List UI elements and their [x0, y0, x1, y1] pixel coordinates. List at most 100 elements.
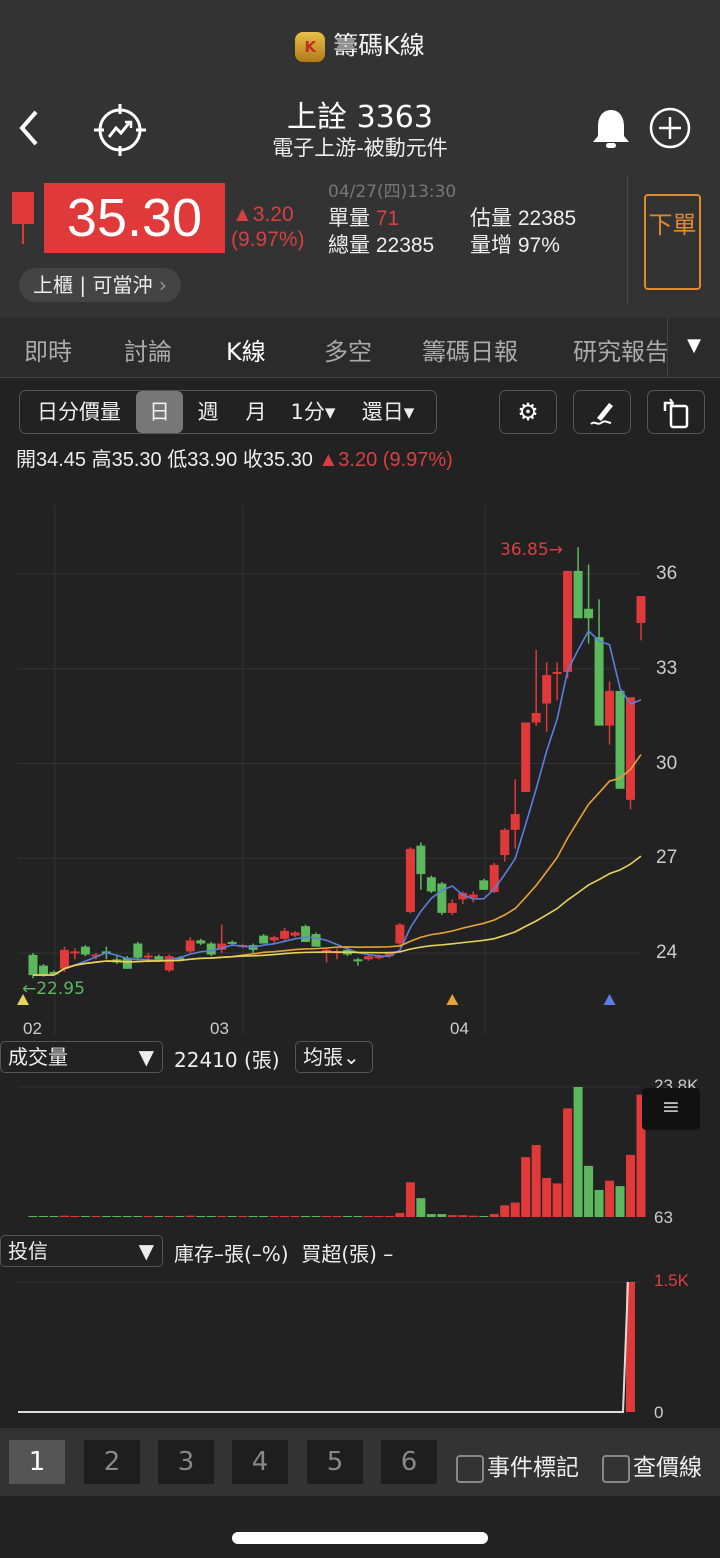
candle-body: [59, 949, 69, 969]
min-price-label: ←22.95: [22, 979, 85, 999]
candle-body: [322, 949, 332, 952]
page-button-6[interactable]: 6: [381, 1440, 437, 1484]
market-tag-button[interactable]: 上櫃 | 可當沖 ›: [19, 268, 181, 302]
price-line-checkbox[interactable]: 查價線: [602, 1448, 702, 1483]
candle-body: [563, 570, 573, 672]
candle-body: [384, 953, 394, 957]
event-mark-checkbox[interactable]: 事件標記: [456, 1448, 579, 1483]
single-vol: 71: [375, 207, 400, 230]
x-tick: 03: [210, 1019, 229, 1038]
app-title: K 籌碼K線: [0, 26, 720, 62]
candle-body: [122, 957, 132, 969]
tab-bull-bear[interactable]: 多空: [324, 338, 372, 366]
volume-bar: [531, 1145, 541, 1217]
volume-bar: [80, 1216, 90, 1217]
resize-handle-icon[interactable]: ≡: [642, 1088, 700, 1130]
tab-kline[interactable]: K線: [226, 338, 266, 366]
volume-min-label: 63: [654, 1208, 673, 1227]
tab-chip-daily[interactable]: 籌碼日報: [422, 338, 518, 366]
draw-button[interactable]: [573, 390, 631, 434]
app-title-text: 籌碼K線: [333, 31, 425, 60]
candle-body: [164, 956, 174, 971]
volume-bar: [563, 1108, 573, 1217]
rotate-button[interactable]: [647, 390, 705, 434]
volume-bar: [552, 1183, 562, 1217]
home-indicator[interactable]: [232, 1532, 488, 1544]
est-vol: 22385: [517, 207, 577, 230]
candle-body: [552, 671, 562, 674]
volume-bar: [143, 1216, 153, 1217]
period-month[interactable]: 月: [245, 400, 267, 424]
page-button-1[interactable]: 1: [9, 1440, 65, 1484]
trust-max-label: 1.5K: [654, 1271, 689, 1290]
period-week[interactable]: 週: [197, 400, 219, 424]
candle-body: [542, 675, 552, 704]
candle-body: [206, 943, 216, 955]
candle-body: [531, 712, 541, 723]
candle-body: [49, 971, 59, 975]
mini-candle-icon: [12, 192, 34, 244]
avg-unit-button[interactable]: 均張⌄: [295, 1041, 373, 1073]
period-day[interactable]: 日: [136, 391, 183, 433]
volume-bar: [573, 1087, 583, 1217]
page-button-3[interactable]: 3: [158, 1440, 214, 1484]
page-button-5[interactable]: 5: [307, 1440, 363, 1484]
add-circle-icon[interactable]: [648, 106, 692, 150]
volume-bar: [280, 1216, 290, 1217]
volume-bar: [122, 1216, 132, 1217]
volume-bar: [238, 1216, 248, 1217]
settings-button[interactable]: ⚙: [499, 390, 557, 434]
high-value: 高35.30: [91, 449, 162, 471]
volume-bar: [437, 1214, 447, 1217]
volume-bar: [59, 1215, 69, 1217]
volume-bar: [70, 1216, 80, 1217]
candle-body: [91, 954, 101, 957]
candle-body: [185, 940, 195, 952]
page-button-2[interactable]: 2: [84, 1440, 140, 1484]
tab-realtime[interactable]: 即時: [24, 338, 72, 366]
period-minute[interactable]: 1分▾: [290, 400, 336, 424]
volume-bar: [584, 1165, 594, 1217]
order-button[interactable]: 下單: [644, 194, 701, 290]
rotate-screen-icon: [663, 398, 689, 429]
event-marker-icon: [446, 994, 459, 1005]
candle-body: [280, 930, 290, 939]
bottom-toolbar: 1 2 3 4 5 6 事件標記 查價線: [0, 1428, 720, 1496]
candle-body: [259, 935, 269, 944]
tab-bar: 即時 討論 K線 多空 籌碼日報 研究報告 ▼: [0, 318, 720, 378]
industry: 電子上游-被動元件: [272, 136, 448, 160]
x-tick: 02: [23, 1019, 42, 1038]
candle-body: [227, 941, 237, 944]
back-icon[interactable]: [14, 108, 44, 148]
indicator-select-trust[interactable]: 投信 ▼: [0, 1235, 163, 1267]
y-tick: 24: [656, 942, 678, 963]
candle-body: [28, 954, 38, 976]
tab-research[interactable]: 研究報告: [573, 338, 667, 366]
candlestick-chart[interactable]: [0, 490, 720, 1040]
close-value: 收35.30: [242, 449, 313, 471]
price-adjust[interactable]: 還日▾: [361, 400, 415, 424]
divider: [627, 176, 628, 304]
candle-body: [594, 637, 604, 726]
candle-body: [437, 883, 447, 913]
bell-icon[interactable]: [590, 106, 632, 150]
indicator-select-volume[interactable]: 成交量 ▼: [0, 1041, 163, 1073]
tabs-more-icon[interactable]: ▼: [667, 318, 720, 377]
indicator-label: 成交量: [8, 1045, 68, 1069]
candle-body: [301, 926, 311, 942]
volume-bar: [227, 1216, 237, 1217]
trend-target-icon[interactable]: [94, 104, 146, 156]
candle-body: [626, 697, 636, 800]
indicator-label: 投信: [8, 1239, 48, 1263]
trust-info: 庫存–張(–%) 買超(張) –: [174, 1242, 394, 1266]
volume-bar: [133, 1215, 143, 1217]
candle-body: [584, 608, 594, 619]
page-button-4[interactable]: 4: [232, 1440, 288, 1484]
ohlc-change: ▲3.20 (9.97%): [318, 449, 453, 471]
period-intraday[interactable]: 日分價量: [37, 400, 121, 424]
volume-bar: [521, 1157, 531, 1217]
candle-body: [353, 959, 363, 962]
tab-discussion[interactable]: 討論: [124, 338, 172, 366]
single-vol-label: 單量: [328, 207, 370, 230]
volume-bar: [363, 1216, 373, 1217]
